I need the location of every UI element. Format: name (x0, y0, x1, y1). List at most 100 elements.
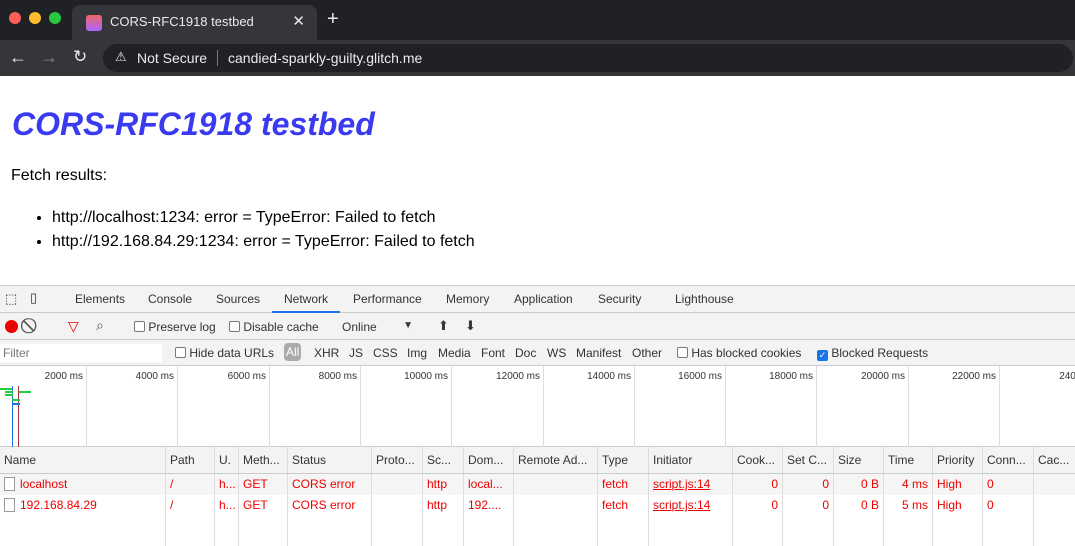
request-bar (0, 388, 12, 390)
request-bar (12, 403, 20, 405)
column-header[interactable]: Status (287, 447, 371, 473)
tab-security[interactable]: Security (598, 292, 642, 306)
new-tab-button[interactable]: + (327, 8, 339, 30)
column-divider (238, 516, 239, 546)
cell-initiator[interactable]: script.js:14 (653, 477, 711, 491)
cell-time: 5 ms (901, 498, 928, 512)
column-header[interactable]: Dom... (463, 447, 513, 473)
tab-performance[interactable]: Performance (353, 292, 422, 306)
column-header[interactable]: Proto... (371, 447, 422, 473)
warning-icon: ⚠ (115, 49, 127, 64)
filter-all[interactable]: All (284, 343, 302, 361)
column-header[interactable]: Cook... (732, 447, 782, 473)
browser-tab[interactable]: CORS-RFC1918 testbed ✕ (72, 5, 317, 40)
column-header[interactable]: Remote Ad... (513, 447, 597, 473)
column-divider (463, 516, 464, 546)
cell-path: / (170, 477, 174, 491)
table-cell: / (165, 474, 214, 495)
tab-network[interactable]: Network (272, 292, 341, 313)
close-tab-icon[interactable]: ✕ (292, 13, 305, 30)
tab-lighthouse[interactable]: Lighthouse (675, 292, 734, 306)
tab-application[interactable]: Application (514, 292, 573, 306)
column-header[interactable]: Priority (932, 447, 982, 473)
cell-priority: High (937, 477, 962, 491)
filter-ws[interactable]: WS (547, 346, 567, 360)
address-bar[interactable]: ⚠ Not Secure candied-sparkly-guilty.glit… (103, 44, 1073, 72)
blocked-requests-checkbox[interactable]: ✓ Blocked Requests (817, 346, 929, 361)
filter-xhr[interactable]: XHR (314, 346, 340, 360)
column-header[interactable]: Set C... (782, 447, 833, 473)
table-row[interactable]: localhost / h... GET CORS error http local... f… (0, 474, 1075, 495)
maximize-window-button[interactable] (49, 12, 61, 24)
column-header[interactable]: Initiator (648, 447, 732, 473)
hide-data-urls-checkbox[interactable]: Hide data URLs (175, 346, 274, 360)
load-event-line (18, 386, 19, 447)
filter-input[interactable] (0, 344, 162, 362)
column-header[interactable]: Name (4, 453, 37, 467)
filter-doc[interactable]: Doc (515, 346, 537, 360)
filter-css[interactable]: CSS (373, 346, 398, 360)
forward-icon[interactable]: → (40, 47, 58, 67)
request-bar (19, 391, 31, 393)
table-row[interactable]: 192.168.84.29 / h... GET CORS error http 192..… (0, 495, 1075, 516)
column-header[interactable]: U. (214, 447, 238, 473)
cell-status: CORS error (292, 477, 356, 491)
preserve-log-checkbox[interactable]: Preserve log (134, 320, 216, 334)
filter-img[interactable]: Img (407, 346, 428, 360)
column-header[interactable]: Meth... (238, 447, 287, 473)
back-icon[interactable]: ← (9, 47, 27, 67)
column-header[interactable]: Time (883, 447, 932, 473)
timeline-tick-label: 12000 ms (496, 371, 540, 382)
filter-other[interactable]: Other (632, 346, 663, 360)
column-header[interactable]: Size (833, 447, 883, 473)
minimize-window-button[interactable] (29, 12, 41, 24)
table-cell: localhost (0, 474, 165, 495)
record-icon[interactable] (5, 320, 18, 333)
column-header[interactable]: Conn... (982, 447, 1033, 473)
table-cell (371, 495, 422, 516)
column-divider (513, 516, 514, 546)
has-blocked-cookies-checkbox[interactable]: Has blocked cookies (677, 346, 801, 360)
inspect-element-icon[interactable]: ⬚ (5, 291, 18, 306)
table-cell: 0 B (833, 474, 883, 495)
reload-icon[interactable]: ↻ (73, 47, 88, 66)
table-cell: / (165, 495, 214, 516)
column-divider (883, 516, 884, 546)
column-header[interactable]: Cac... (1033, 447, 1075, 473)
device-toolbar-icon[interactable]: ▯ (30, 290, 38, 305)
cell-initiator[interactable]: script.js:14 (653, 498, 711, 512)
tab-console[interactable]: Console (148, 292, 193, 306)
column-header[interactable]: Path (165, 447, 214, 473)
table-header: Name Path U. Meth... Status Proto... Sc... Dom.… (0, 447, 1075, 474)
table-cell: 192.... (463, 495, 513, 516)
timeline-tick-label: 16000 ms (678, 371, 722, 382)
tab-elements[interactable]: Elements (75, 292, 126, 306)
tab-sources[interactable]: Sources (216, 292, 261, 306)
filter-font[interactable]: Font (481, 346, 506, 360)
filter-manifest[interactable]: Manifest (576, 346, 622, 360)
network-overview-timeline[interactable]: 2000 ms 4000 ms 6000 ms 8000 ms 10000 ms 1200… (0, 366, 1075, 447)
table-cell: fetch (597, 474, 648, 495)
export-har-icon[interactable]: ⬇ (465, 318, 476, 333)
filter-js[interactable]: JS (349, 346, 364, 360)
favicon-icon (86, 15, 102, 31)
column-divider (597, 516, 598, 546)
close-window-button[interactable] (9, 12, 21, 24)
filter-icon[interactable]: ▽ (68, 318, 79, 334)
filter-media[interactable]: Media (438, 346, 471, 360)
requests-table: Name Path U. Meth... Status Proto... Sc... Dom.… (0, 447, 1075, 546)
table-cell: fetch (597, 495, 648, 516)
import-har-icon[interactable]: ⬆ (438, 318, 449, 333)
dropdown-icon: ▼ (403, 320, 413, 331)
column-divider (287, 516, 288, 546)
column-header[interactable]: Sc... (422, 447, 463, 473)
throttling-select[interactable]: Online ▼ (342, 320, 413, 334)
column-header[interactable]: Type (597, 447, 648, 473)
cell-size: 0 B (860, 477, 879, 491)
disable-cache-checkbox[interactable]: Disable cache (229, 320, 319, 334)
search-icon[interactable]: ⌕ (96, 317, 104, 333)
dom-content-loaded-line (12, 386, 13, 447)
filter-bar: Hide data URLs All XHR JS CSS Img Media … (0, 340, 1075, 366)
tab-memory[interactable]: Memory (446, 292, 490, 306)
table-cell: High (932, 474, 982, 495)
